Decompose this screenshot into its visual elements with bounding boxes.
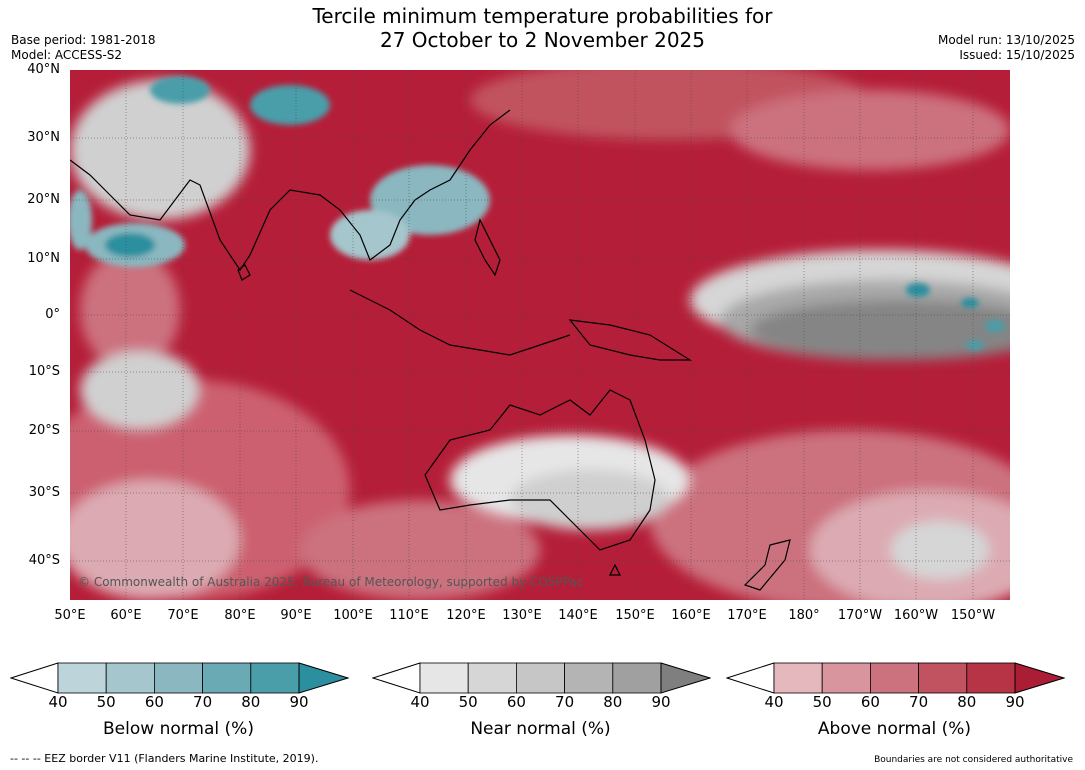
- colorbar-low-extend: [726, 662, 775, 694]
- lon-label: 100°E: [333, 608, 373, 623]
- colorbar-segment: [821, 662, 871, 694]
- colorbar-segment: [966, 662, 1016, 694]
- new-guinea-coastline: [568, 319, 693, 361]
- near-normal-areas: [70, 80, 1010, 580]
- issued-label: Issued: 15/10/2025: [959, 48, 1075, 62]
- new-zealand-coastline: [743, 539, 791, 591]
- base-period-label: Base period: 1981-2018: [11, 33, 156, 47]
- colorbar-2: [372, 662, 711, 694]
- australia-coastline: [424, 389, 656, 551]
- lon-label: 120°E: [446, 608, 486, 623]
- lon-label: 130°E: [502, 608, 542, 623]
- lon-label: 140°E: [558, 608, 598, 623]
- model-label: Model: ACCESS-S2: [11, 48, 123, 62]
- lat-label: 40°S: [28, 553, 60, 568]
- lon-label: 150°W: [950, 608, 996, 623]
- colorbar-segment: [419, 662, 469, 694]
- lon-label: 70°E: [167, 608, 199, 623]
- asia-coastline: [70, 109, 511, 272]
- colorbar-title: Above normal (%): [817, 719, 972, 739]
- title-line-2: 27 October to 2 November 2025: [379, 28, 706, 52]
- colorbar-low-extend: [372, 662, 421, 694]
- graticule: [70, 70, 1010, 600]
- lon-label: 90°E: [280, 608, 312, 623]
- boundaries-disclaimer: Boundaries are not considered authoritat…: [874, 755, 1073, 765]
- colorbar-high-extend: [298, 662, 349, 694]
- colorbar-tick: 40: [764, 693, 784, 711]
- colorbar-tick: 60: [144, 693, 164, 711]
- colorbar-segment: [515, 662, 565, 694]
- colorbar-segment: [869, 662, 919, 694]
- lat-label: 30°N: [27, 130, 60, 145]
- lon-label: 160°E: [671, 608, 711, 623]
- colorbar-segment: [612, 662, 662, 694]
- colorbar-tick: 60: [860, 693, 880, 711]
- lon-label: 50°E: [54, 608, 86, 623]
- colorbar-segment: [202, 662, 252, 694]
- probability-map: © Commonwealth of Australia 2025, Bureau…: [70, 70, 1010, 600]
- coastlines: [70, 109, 791, 591]
- lat-label: 40°N: [27, 62, 60, 77]
- colorbar-tick: 90: [651, 693, 671, 711]
- colorbar-tick: 40: [410, 693, 430, 711]
- lat-label: 20°N: [27, 192, 60, 207]
- colorbar-segment: [105, 662, 155, 694]
- colorbar-low-extend: [10, 662, 59, 694]
- lon-label: 160°W: [893, 608, 939, 623]
- title-line-1: Tercile minimum temperature probabilitie…: [312, 4, 773, 28]
- lat-label: 30°S: [28, 485, 60, 500]
- model-run-label: Model run: 13/10/2025: [937, 33, 1075, 47]
- colorbar-segment: [153, 662, 203, 694]
- lat-label: 0°: [45, 307, 60, 322]
- colorbar-tick: 70: [193, 693, 213, 711]
- colorbar-tick: 90: [1005, 693, 1025, 711]
- colorbar-segment: [918, 662, 968, 694]
- colorbar-1: [10, 662, 349, 694]
- colorbar-segment: [467, 662, 517, 694]
- indonesia-coastline: [349, 289, 571, 356]
- map-title: Tercile minimum temperature probabilitie…: [0, 4, 1085, 52]
- philippines-coastline: [474, 218, 501, 277]
- lon-label: 150°E: [615, 608, 655, 623]
- colorbar-tick: 50: [96, 693, 116, 711]
- lat-label: 20°S: [28, 423, 60, 438]
- colorbar-tick: 70: [909, 693, 929, 711]
- sri-lanka-coastline: [237, 264, 251, 281]
- colorbar-3: [726, 662, 1065, 694]
- colorbar-title: Near normal (%): [470, 719, 611, 739]
- meta-right: Model run: 13/10/2025 Issued: 15/10/2025: [938, 33, 1075, 63]
- colorbar-segment: [564, 662, 614, 694]
- lon-label: 170°E: [727, 608, 767, 623]
- lat-label: 10°S: [28, 364, 60, 379]
- eez-border-note: -- -- -- EEZ border V11 (Flanders Marine…: [10, 752, 319, 765]
- colorbar-title: Below normal (%): [103, 719, 254, 739]
- colorbar-tick: 40: [48, 693, 68, 711]
- colorbar-tick: 90: [289, 693, 309, 711]
- colorbar-tick: 60: [506, 693, 526, 711]
- colorbar-tick: 70: [555, 693, 575, 711]
- above-normal-light-areas: [70, 70, 1010, 600]
- lon-label: 110°E: [389, 608, 429, 623]
- tasmania-coastline: [609, 563, 621, 576]
- colorbar-tick: 80: [603, 693, 623, 711]
- lon-label: 180°: [788, 608, 820, 623]
- colorbar-tick: 50: [458, 693, 478, 711]
- colorbar-segment: [250, 662, 300, 694]
- colorbar-segment: [57, 662, 107, 694]
- colorbar-high-extend: [660, 662, 711, 694]
- colorbar-tick: 80: [241, 693, 261, 711]
- meta-left: Base period: 1981-2018 Model: ACCESS-S2: [11, 33, 156, 63]
- colorbar-high-extend: [1014, 662, 1065, 694]
- colorbar-segment: [773, 662, 823, 694]
- colorbar-tick: 80: [957, 693, 977, 711]
- colorbar-tick: 50: [812, 693, 832, 711]
- lat-label: 10°N: [27, 251, 60, 266]
- lon-label: 80°E: [224, 608, 256, 623]
- lon-label: 60°E: [110, 608, 142, 623]
- lon-label: 170°W: [837, 608, 883, 623]
- copyright-text: © Commonwealth of Australia 2025, Bureau…: [78, 575, 583, 589]
